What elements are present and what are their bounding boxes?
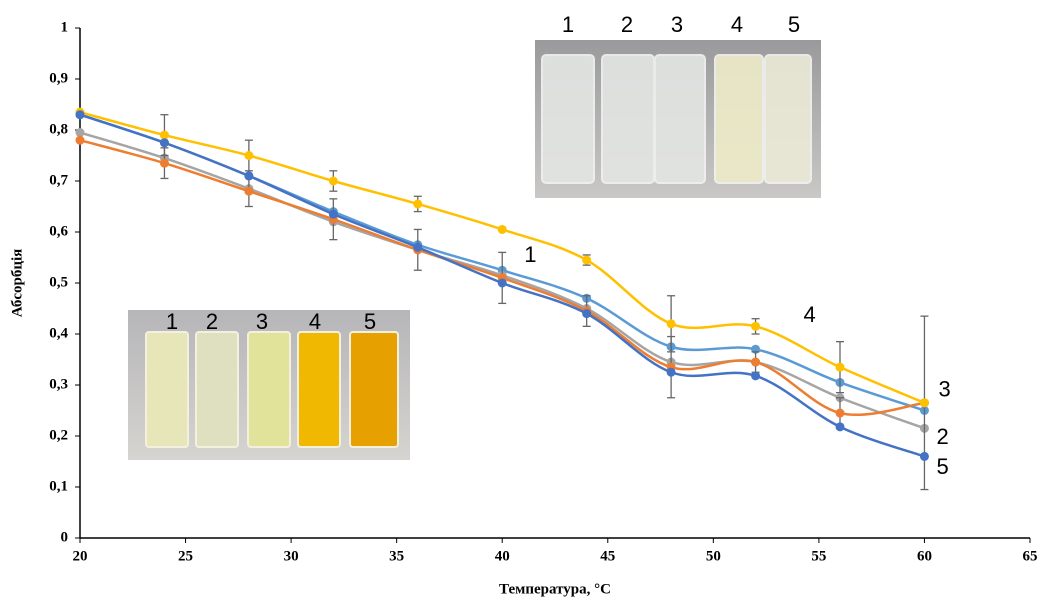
- y-axis-title: Абсорбція: [9, 249, 25, 318]
- inset-label: 4: [309, 309, 321, 334]
- y-tick-label: 0,4: [49, 325, 68, 341]
- marker: [75, 128, 85, 138]
- marker: [751, 371, 761, 381]
- marker: [328, 209, 338, 219]
- x-tick-label: 60: [917, 548, 932, 564]
- marker: [244, 151, 254, 160]
- marker: [582, 309, 592, 319]
- y-tick-label: 0,6: [49, 223, 68, 239]
- x-tick-label: 55: [811, 548, 826, 564]
- marker: [159, 138, 169, 148]
- series-label: 3: [938, 377, 950, 402]
- marker: [75, 135, 85, 145]
- y-tick-label: 1: [61, 19, 69, 35]
- marker: [159, 158, 169, 168]
- marker: [244, 186, 254, 196]
- inset-label: 2: [206, 309, 218, 334]
- y-tick-label: 0,1: [49, 478, 68, 494]
- inset-label: 5: [364, 309, 376, 334]
- x-axis-title: Температура, °С: [499, 581, 611, 597]
- x-tick-label: 25: [178, 548, 193, 564]
- y-tick-label: 0,5: [49, 274, 68, 290]
- x-tick-label: 30: [284, 548, 299, 564]
- marker: [919, 451, 929, 461]
- marker: [328, 176, 338, 186]
- marker: [666, 319, 676, 329]
- x-tick-label: 65: [1023, 548, 1038, 564]
- inset-label: 1: [166, 309, 178, 334]
- y-tick-label: 0,3: [49, 376, 68, 392]
- marker: [835, 408, 845, 418]
- y-tick-label: 0,7: [49, 172, 68, 188]
- series: [75, 107, 929, 408]
- marker: [75, 110, 85, 120]
- marker: [919, 398, 929, 408]
- x-tick-label: 35: [389, 548, 404, 564]
- inset-label: 1: [562, 12, 574, 37]
- inset-label: 3: [256, 309, 268, 334]
- marker: [751, 357, 761, 367]
- series-label: 2: [936, 424, 948, 449]
- marker: [582, 255, 592, 265]
- marker: [666, 367, 676, 377]
- marker: [244, 171, 254, 181]
- marker: [497, 224, 507, 234]
- series: [75, 110, 929, 461]
- x-tick-label: 20: [73, 548, 88, 564]
- marker: [751, 321, 761, 331]
- y-tick-label: 0,8: [49, 121, 68, 137]
- marker: [413, 242, 423, 252]
- y-tick-label: 0,2: [49, 427, 68, 443]
- marker: [835, 362, 845, 372]
- x-tick-label: 50: [706, 548, 721, 564]
- marker: [413, 199, 423, 209]
- inset-label: 2: [621, 12, 633, 37]
- inset-label: 5: [788, 12, 800, 37]
- marker: [835, 422, 845, 432]
- inset-label: 3: [671, 12, 683, 37]
- photo-inset: [535, 40, 821, 198]
- series-label: 1: [524, 242, 536, 267]
- x-tick-label: 45: [600, 548, 615, 564]
- series-label: 5: [936, 454, 948, 479]
- x-tick-label: 40: [495, 548, 510, 564]
- y-tick-label: 0,9: [49, 70, 68, 86]
- marker: [497, 278, 507, 288]
- photo-inset: [128, 310, 410, 460]
- y-tick-label: 0: [61, 529, 69, 545]
- series-label: 4: [804, 302, 816, 327]
- inset-label: 4: [731, 12, 743, 37]
- marker: [159, 130, 169, 140]
